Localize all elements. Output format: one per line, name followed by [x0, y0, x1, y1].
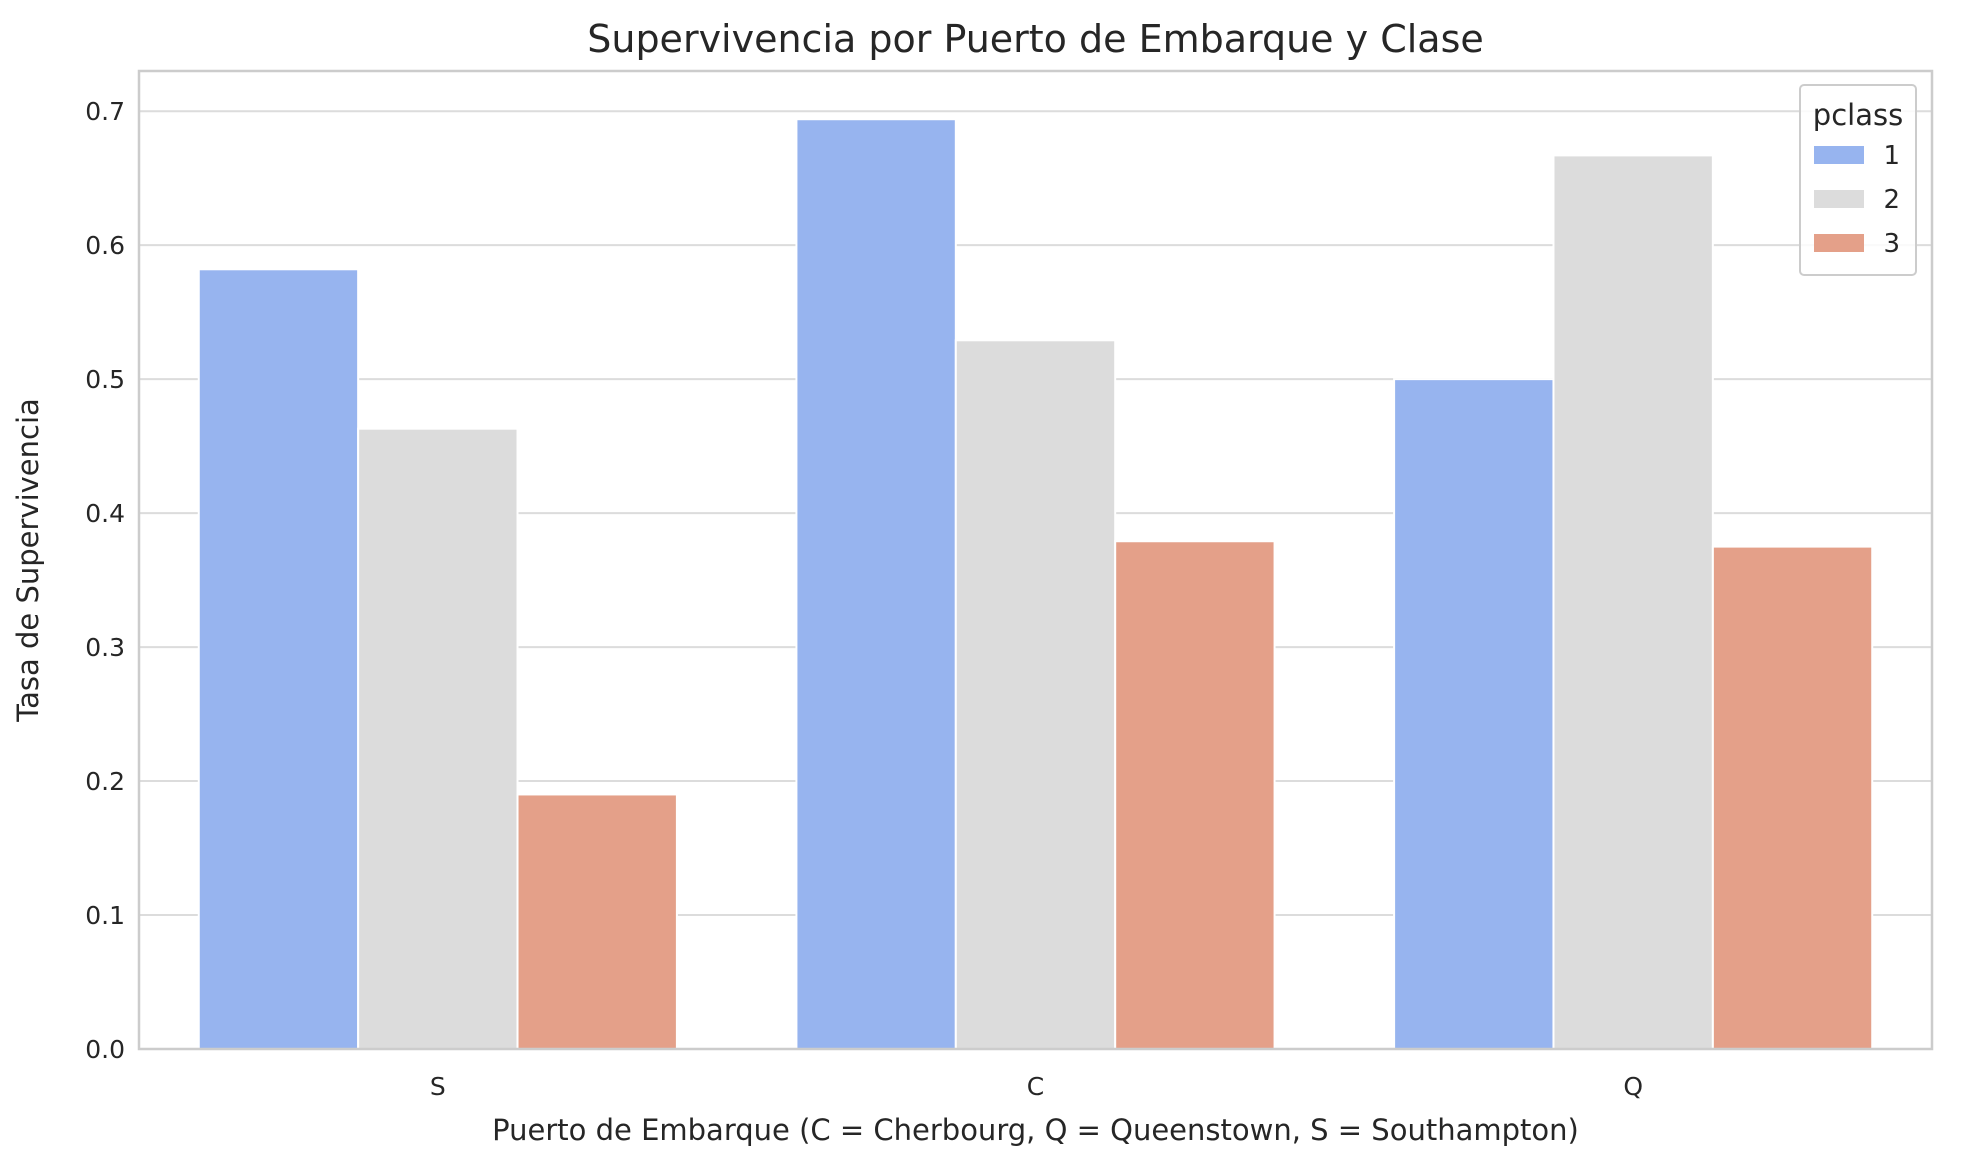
y-tick-label: 0.2	[85, 767, 125, 796]
legend-label: 2	[1883, 185, 1900, 215]
y-tick-label: 0.3	[85, 633, 125, 662]
y-tick-label: 0.4	[85, 499, 125, 528]
legend-label: 3	[1883, 229, 1900, 259]
plot-frame	[137, 69, 1934, 1051]
y-tick-label: 0.1	[85, 901, 125, 930]
legend-title: pclass	[1813, 98, 1903, 132]
legend-label: 1	[1883, 141, 1900, 171]
x-tick-label: C	[1027, 1072, 1044, 1101]
y-axis-ticks: 0.0 0.1 0.2 0.3 0.4 0.5 0.6 0.7	[85, 97, 125, 1064]
bar-S-class-3	[516, 793, 678, 1050]
bar-C-class-2	[954, 339, 1117, 1051]
chart-title: Supervivencia por Puerto de Embarque y C…	[587, 17, 1484, 61]
legend: pclass 1 2 3	[1799, 84, 1917, 276]
y-tick-label: 0.0	[85, 1035, 125, 1064]
y-tick-label: 0.6	[85, 231, 125, 260]
bar-S-class-2	[357, 427, 519, 1050]
x-axis-label: Puerto de Embarque (C = Cherbourg, Q = Q…	[492, 1113, 1579, 1147]
bar-C-class-1	[795, 118, 957, 1050]
bar-C-class-3	[1114, 540, 1276, 1050]
legend-items: 1 2 3	[1814, 141, 1900, 259]
bar-Q-class-1	[1393, 378, 1555, 1051]
x-tick-label: Q	[1623, 1072, 1643, 1101]
y-axis-label: Tasa de Supervivencia	[11, 398, 45, 723]
legend-swatch	[1814, 234, 1864, 252]
legend-swatch	[1814, 146, 1864, 164]
legend-box	[1799, 84, 1917, 276]
bar-S-class-1	[197, 268, 360, 1050]
bar-Q-class-3	[1711, 545, 1874, 1050]
y-tick-label: 0.5	[85, 365, 125, 394]
x-tick-label: S	[430, 1072, 446, 1101]
legend-swatch	[1814, 190, 1864, 208]
bars	[197, 118, 1874, 1051]
y-tick-label: 0.7	[85, 97, 125, 126]
bar-Q-class-2	[1552, 154, 1714, 1051]
